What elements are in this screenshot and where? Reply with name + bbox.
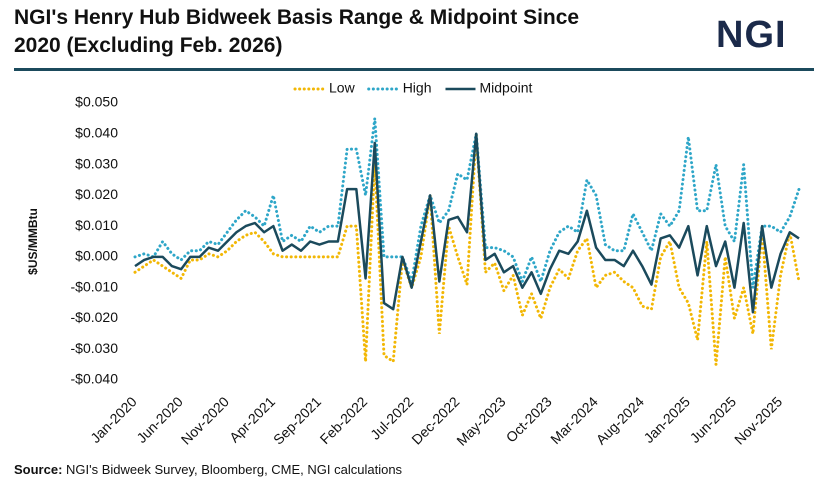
source-text: NGI's Bidweek Survey, Bloomberg, CME, NG… <box>66 462 403 477</box>
series-line <box>134 132 800 314</box>
y-axis-label: $US/MMBtu <box>26 208 40 275</box>
source-label: Source: <box>14 462 63 477</box>
logo: NGI <box>716 14 787 56</box>
source: Source: NGI's Bidweek Survey, Bloomberg,… <box>14 462 402 477</box>
x-tick-label: May-2023 <box>453 393 508 448</box>
x-tick-label: Jan-2020 <box>87 393 140 446</box>
y-tick-label: -$0.040 <box>71 371 119 387</box>
y-tick-label: $0.020 <box>75 186 118 202</box>
series-line <box>133 118 801 288</box>
x-tick-label: Jan-2025 <box>640 393 693 446</box>
y-tick-label: -$0.010 <box>71 278 119 294</box>
x-tick-label: Nov-2025 <box>731 393 785 447</box>
x-tick-label: Nov-2020 <box>178 393 232 447</box>
series-line <box>133 133 801 365</box>
x-tick-label: Sep-2021 <box>270 393 324 447</box>
y-tick-label: -$0.020 <box>71 309 119 325</box>
y-tick-label: $0.010 <box>75 217 118 233</box>
y-tick-label: -$0.030 <box>71 340 119 356</box>
chart-title: NGI's Henry Hub Bidweek Basis Range & Mi… <box>14 6 580 57</box>
legend-label: Low <box>329 80 356 96</box>
x-tick-label: Mar-2024 <box>547 393 601 447</box>
y-tick-label: $0.000 <box>75 248 118 264</box>
x-tick-label: Jun-2020 <box>133 393 186 446</box>
x-tick-label: Feb-2022 <box>317 393 371 447</box>
x-tick-label: Jun-2025 <box>687 393 740 446</box>
legend-label: High <box>403 80 432 96</box>
y-tick-label: $0.050 <box>75 94 118 110</box>
x-tick-label: Aug-2024 <box>593 393 647 447</box>
legend-label: Midpoint <box>479 80 532 96</box>
x-tick-label: Oct-2023 <box>503 393 555 445</box>
y-tick-label: $0.040 <box>75 124 118 140</box>
header-rule <box>14 68 814 71</box>
y-tick-label: $0.030 <box>75 155 118 171</box>
